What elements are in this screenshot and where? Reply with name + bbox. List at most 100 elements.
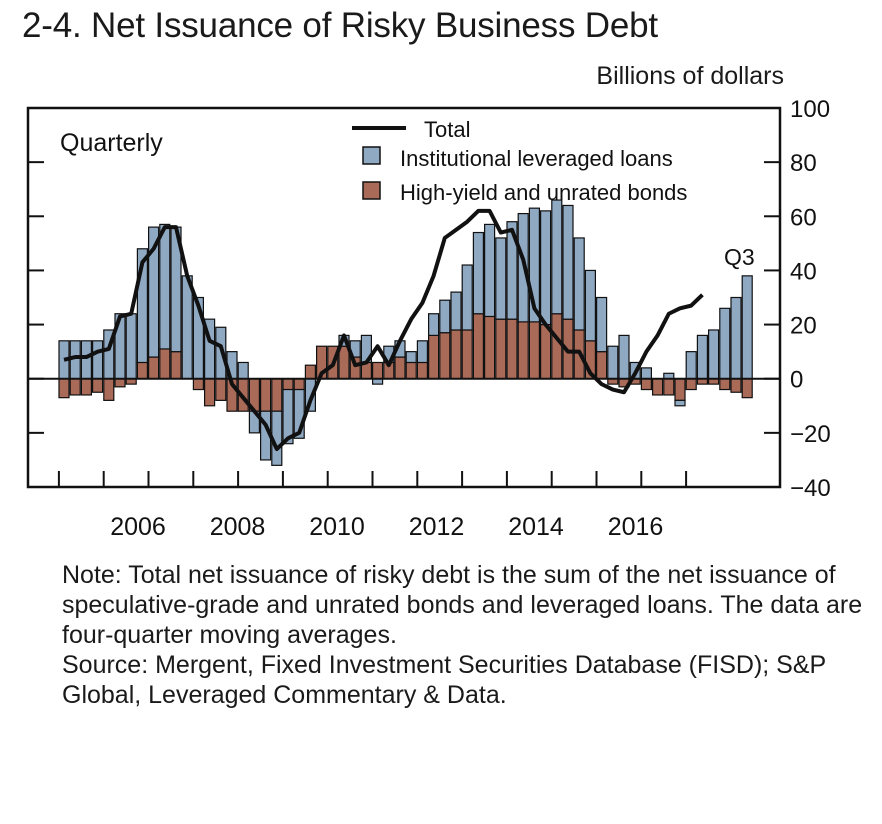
legend-label-bonds: High-yield and unrated bonds bbox=[400, 180, 687, 205]
bar-loans bbox=[506, 221, 518, 320]
plot-frame bbox=[26, 106, 782, 489]
bar-loans bbox=[607, 345, 619, 380]
y-tick-label: −20 bbox=[790, 421, 831, 448]
x-tick-labels: 2006 2008 2010 2012 2014 2016 bbox=[110, 513, 663, 541]
bar-bonds bbox=[282, 378, 294, 391]
bar-bonds bbox=[741, 378, 753, 399]
bar-bonds bbox=[159, 348, 171, 380]
bar-bonds bbox=[372, 361, 384, 380]
bar-bonds bbox=[551, 313, 563, 380]
bar-bonds bbox=[719, 378, 731, 391]
bar-bonds bbox=[640, 378, 653, 391]
x-tick-label: 2006 bbox=[110, 513, 166, 541]
bar-bonds bbox=[215, 378, 227, 401]
bar-bonds bbox=[338, 345, 350, 380]
y-tick-labels: −40 −20 0 20 40 60 80 100 bbox=[790, 96, 831, 502]
bar-bonds bbox=[304, 364, 316, 380]
bar-bonds bbox=[148, 356, 160, 380]
bars-high-yield-bonds bbox=[58, 313, 753, 412]
bar-bonds bbox=[114, 378, 126, 388]
y-axis-unit-label: Billions of dollars bbox=[596, 62, 784, 90]
x-tick-label: 2010 bbox=[309, 513, 365, 541]
bar-loans bbox=[730, 296, 742, 380]
bar-loans bbox=[416, 340, 428, 364]
bar-bonds bbox=[450, 329, 462, 380]
bar-loans bbox=[584, 269, 597, 342]
bar-loans bbox=[595, 296, 608, 353]
bar-bonds bbox=[484, 315, 496, 380]
bar-bonds bbox=[416, 361, 428, 380]
bar-loans bbox=[618, 334, 630, 380]
legend-label-loans: Institutional leveraged loans bbox=[400, 146, 673, 171]
bar-bonds bbox=[192, 378, 204, 391]
y-tick-label: 100 bbox=[790, 96, 830, 123]
line-total bbox=[63, 208, 704, 452]
bar-bonds bbox=[136, 361, 148, 380]
bar-bonds bbox=[204, 378, 216, 407]
bar-loans bbox=[551, 199, 563, 315]
bar-loans bbox=[539, 210, 552, 326]
last-point-label: Q3 bbox=[724, 244, 755, 270]
y-tick-label: 60 bbox=[790, 204, 817, 231]
bar-loans bbox=[282, 388, 294, 445]
bar-bonds bbox=[674, 378, 686, 401]
bar-loans bbox=[562, 204, 574, 320]
bar-loans bbox=[741, 275, 753, 380]
bar-loans bbox=[80, 340, 93, 380]
x-tick-label: 2014 bbox=[508, 513, 564, 541]
bar-bonds bbox=[663, 378, 675, 396]
bar-loans bbox=[472, 231, 484, 315]
bar-bonds bbox=[495, 318, 507, 380]
bar-bonds bbox=[80, 378, 93, 396]
bar-loans bbox=[125, 313, 137, 380]
source-text: Source: Mergent, Fixed Investment Securi… bbox=[62, 651, 826, 709]
y-tick-label: −40 bbox=[790, 475, 831, 502]
chart-title: 2-4. Net Issuance of Risky Business Debt bbox=[22, 6, 658, 45]
bar-bonds bbox=[103, 378, 115, 401]
bar-loans bbox=[439, 299, 451, 334]
bar-loans bbox=[450, 291, 462, 331]
bar-loans bbox=[91, 340, 104, 380]
bar-bonds bbox=[58, 378, 70, 399]
bar-bonds bbox=[91, 378, 104, 393]
bar-loans bbox=[405, 351, 417, 364]
bar-loans bbox=[573, 237, 585, 331]
bar-bonds bbox=[293, 378, 305, 391]
bar-bonds bbox=[730, 378, 742, 393]
bar-loans bbox=[484, 223, 496, 318]
bar-bonds bbox=[651, 378, 664, 396]
bar-bonds bbox=[260, 378, 272, 412]
bar-loans bbox=[159, 223, 171, 350]
legend-label-total: Total bbox=[424, 117, 470, 142]
bar-bonds bbox=[439, 332, 451, 380]
bar-bonds bbox=[394, 356, 406, 380]
bar-loans bbox=[696, 334, 709, 380]
bar-loans bbox=[181, 275, 193, 380]
bar-bonds bbox=[461, 329, 473, 380]
bar-bonds bbox=[405, 361, 417, 380]
bar-bonds bbox=[595, 351, 608, 380]
bar-bonds bbox=[170, 351, 182, 380]
y-tick-label: 20 bbox=[790, 313, 817, 340]
axis-ticks bbox=[28, 107, 780, 488]
bar-bonds bbox=[472, 313, 484, 380]
bar-bonds bbox=[428, 334, 440, 380]
legend: Total Institutional leveraged loans High… bbox=[352, 117, 687, 205]
bar-bonds bbox=[539, 323, 552, 380]
x-tick-label: 2016 bbox=[608, 513, 664, 541]
bar-loans bbox=[237, 361, 249, 380]
chart-notes: Note: Total net issuance of risky debt i… bbox=[24, 560, 864, 710]
bar-loans bbox=[719, 307, 731, 380]
bar-loans bbox=[495, 237, 507, 320]
y-tick-label: 0 bbox=[790, 367, 803, 394]
bar-loans bbox=[640, 367, 653, 380]
bar-loans bbox=[136, 248, 148, 364]
y-tick-label: 40 bbox=[790, 258, 817, 285]
bar-loans bbox=[461, 264, 473, 331]
bar-bonds bbox=[506, 318, 518, 380]
bar-bonds bbox=[517, 321, 529, 380]
bar-loans bbox=[685, 351, 697, 380]
legend-swatch-bonds bbox=[362, 181, 381, 200]
x-tick-label: 2012 bbox=[409, 513, 465, 541]
